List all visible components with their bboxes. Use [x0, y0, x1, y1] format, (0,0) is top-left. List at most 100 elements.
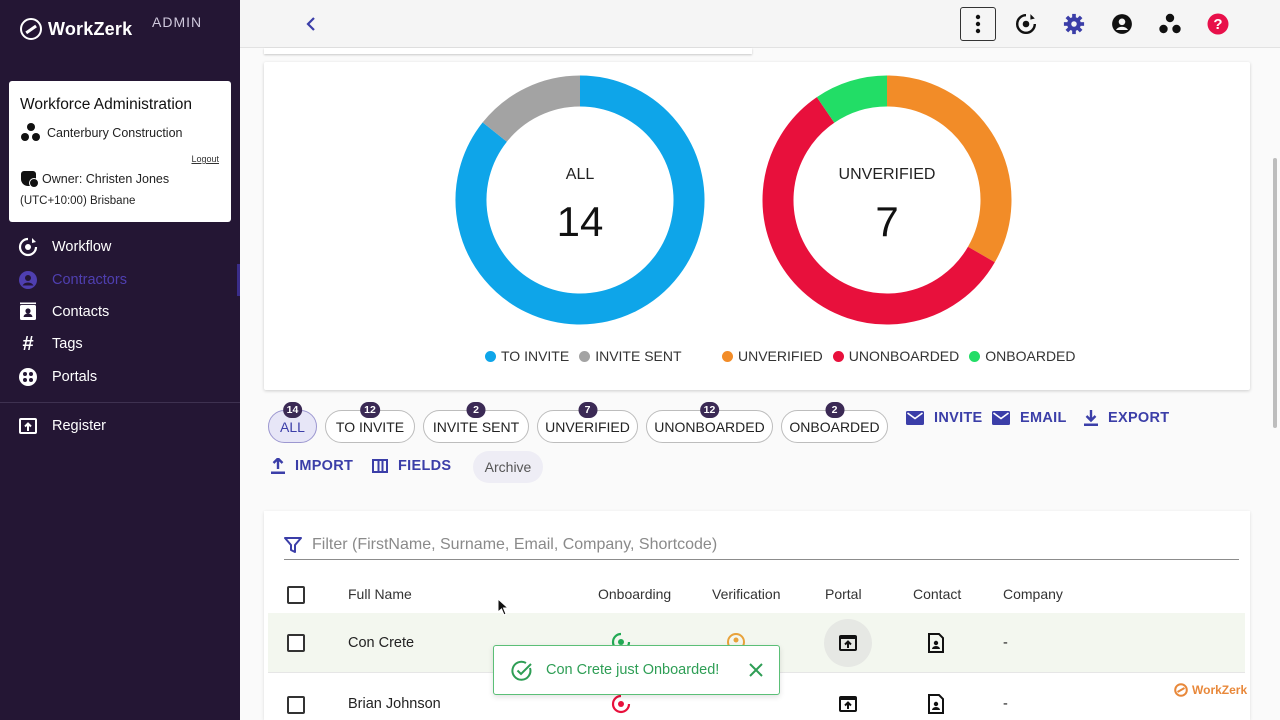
table-row[interactable]: Brian Johnson - [268, 673, 1245, 720]
donut-all[interactable] [455, 75, 705, 325]
contacts-icon [18, 302, 38, 322]
workflow-icon[interactable] [1008, 7, 1044, 41]
chip-all[interactable]: 14 ALL [268, 402, 317, 443]
chip-label: ALL [280, 418, 305, 435]
sidebar-item-label: Portals [52, 369, 98, 385]
legend-item[interactable]: ONBOARDED [969, 348, 1076, 364]
download-icon [1084, 410, 1098, 426]
success-toast: Con Crete just Onboarded! [493, 645, 780, 695]
legend-item[interactable]: UNONBOARDED [832, 348, 959, 364]
gear-icon[interactable] [1056, 7, 1092, 41]
sidebar: WorkZerk ADMIN Workforce Administration … [0, 0, 240, 720]
chip-onboarded[interactable]: 2 ONBOARDED [781, 402, 888, 443]
topbar-icons: ? [960, 7, 1236, 41]
mail-icon [992, 411, 1010, 425]
legend-item[interactable]: UNVERIFIED [722, 348, 823, 364]
column-header-contact[interactable]: Contact [913, 586, 962, 602]
row-checkbox[interactable] [287, 696, 305, 714]
svg-text:?: ? [1213, 16, 1222, 33]
workzerk-logo-icon [1174, 683, 1188, 697]
sidebar-item-register[interactable]: Register [0, 410, 240, 442]
donut-slice-unonboarded[interactable] [762, 97, 995, 325]
column-header-verification[interactable]: Verification [712, 586, 781, 602]
org-owner-row: Owner: Christen Jones [21, 171, 169, 188]
legend-item[interactable]: TO INVITE [485, 348, 569, 364]
legend-item[interactable]: INVITE SENT [579, 348, 682, 364]
legend-dot [832, 350, 844, 362]
admin-label: ADMIN [152, 14, 203, 30]
column-header-company[interactable]: Company [1003, 586, 1063, 602]
chip-label: UNONBOARDED [654, 418, 765, 435]
scrollbar-thumb[interactable] [1273, 158, 1277, 428]
legend-dot [579, 350, 591, 362]
sidebar-item-contacts[interactable]: Contacts [0, 296, 240, 328]
sidebar-item-tags[interactable]: # Tags [0, 328, 240, 360]
donut-slice-unverified[interactable] [886, 75, 1012, 263]
column-header-portal[interactable]: Portal [825, 586, 862, 602]
chip-count-badge: 14 [282, 402, 303, 418]
filter-input[interactable] [312, 536, 1192, 554]
fields-label: FIELDS [398, 458, 452, 474]
row-checkbox[interactable] [287, 634, 305, 652]
chip-count-badge: 7 [578, 402, 597, 418]
legend-unverified: UNVERIFIED UNONBOARDED ONBOARDED [722, 348, 1076, 364]
contact-card-icon[interactable] [925, 693, 947, 715]
portal-open-icon[interactable] [837, 632, 859, 654]
fields-button[interactable]: FIELDS [372, 458, 451, 474]
donut-slice-to-invite[interactable] [455, 75, 705, 325]
unonboarded-status-icon[interactable] [610, 693, 632, 715]
column-header-onboarding[interactable]: Onboarding [598, 586, 672, 602]
legend-dot [722, 350, 733, 362]
donut-all-value: 14 [557, 198, 604, 245]
account-icon[interactable] [1104, 7, 1140, 41]
back-chevron-icon[interactable] [300, 12, 322, 36]
logout-link[interactable]: Logout [191, 154, 219, 164]
org-timezone: (UTC+10:00) Brisbane [20, 195, 136, 207]
donut-unverified-label: UNVERIFIED [839, 166, 936, 183]
sidebar-item-label: Contractors [52, 272, 127, 288]
brand[interactable]: WorkZerk [20, 18, 132, 40]
sidebar-item-contractors[interactable]: Contractors [0, 264, 240, 296]
column-header-full-name[interactable]: Full Name [348, 586, 412, 602]
hash-icon: # [22, 332, 34, 355]
chip-invite-sent[interactable]: 2 INVITE SENT [423, 402, 529, 443]
sidebar-item-portals[interactable]: Portals [0, 361, 240, 393]
columns-icon [372, 459, 388, 473]
upload-icon [271, 458, 285, 474]
donut-slice-invite-sent[interactable] [482, 75, 581, 143]
chip-unonboarded[interactable]: 12 UNONBOARDED [646, 402, 773, 443]
more-vertical-icon[interactable] [960, 7, 996, 41]
import-button[interactable]: IMPORT [271, 458, 353, 474]
email-button[interactable]: EMAIL [992, 410, 1067, 426]
page-scrollbar[interactable] [1270, 48, 1280, 720]
portals-icon [18, 367, 38, 387]
donut-all-label: ALL [566, 166, 595, 183]
sidebar-item-label: Contacts [52, 304, 110, 320]
contact-card-icon[interactable] [925, 632, 947, 654]
close-icon[interactable] [745, 659, 767, 681]
email-label: EMAIL [1020, 410, 1067, 426]
full-name-cell[interactable]: Brian Johnson [348, 696, 441, 712]
legend-dot [969, 350, 981, 362]
org-company-row: Canterbury Construction [21, 123, 182, 143]
workflow-icon [18, 237, 38, 257]
chip-to-invite[interactable]: 12 TO INVITE [325, 402, 415, 443]
mail-icon [906, 411, 924, 425]
chip-unverified[interactable]: 7 UNVERIFIED [537, 402, 638, 443]
sidebar-item-workflow[interactable]: Workflow [0, 231, 240, 263]
donut-unverified[interactable] [762, 75, 1012, 325]
export-button[interactable]: EXPORT [1084, 410, 1169, 426]
donut-slice-onboarded[interactable] [816, 75, 888, 124]
full-name-cell[interactable]: Con Crete [348, 635, 415, 651]
help-icon[interactable]: ? [1200, 7, 1236, 41]
portal-open-icon[interactable] [837, 693, 859, 715]
org-card: Workforce Administration Canterbury Cons… [9, 81, 231, 222]
select-all-checkbox[interactable] [287, 586, 305, 604]
group-icon[interactable] [1152, 7, 1188, 41]
chip-count-badge: 2 [825, 402, 844, 418]
chip-label: UNVERIFIED [545, 418, 630, 435]
export-label: EXPORT [1108, 410, 1170, 426]
legend-label: TO INVITE [501, 348, 570, 364]
invite-button[interactable]: INVITE [906, 410, 983, 426]
archive-button[interactable]: Archive [473, 451, 543, 483]
